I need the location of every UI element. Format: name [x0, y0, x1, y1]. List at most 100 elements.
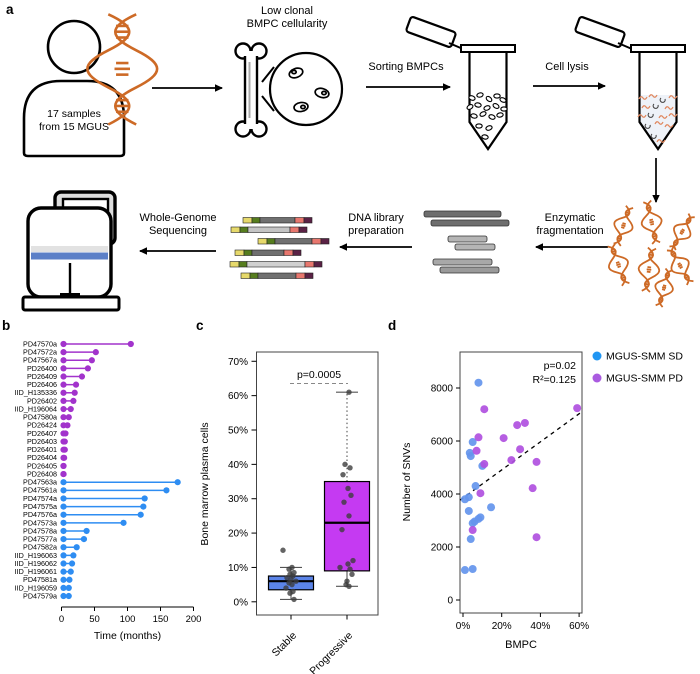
- lollipop-dot-start: [60, 568, 67, 575]
- data-point: [507, 456, 516, 465]
- dna-helix-small-icon: [636, 198, 667, 246]
- sample-label: PD26407: [27, 429, 57, 438]
- lollipop-dot-start: [60, 560, 67, 567]
- library-fragment-segment: [303, 217, 313, 224]
- lysis-label-text: Cell lysis: [545, 61, 589, 73]
- data-point: [528, 484, 537, 493]
- dna-fragment: [430, 219, 510, 227]
- data-point: [339, 526, 345, 533]
- library-fragment-segment: [283, 249, 294, 256]
- sample-label: PD26405: [27, 461, 57, 470]
- cell-icon: [483, 105, 491, 111]
- data-point: [346, 513, 352, 519]
- lollipop-dot-end: [70, 397, 77, 405]
- plot-border: [256, 351, 379, 616]
- data-point: [480, 405, 489, 414]
- sample-label: PD47561a: [23, 486, 57, 495]
- lollipop-dot-end: [174, 479, 181, 486]
- lollipop-dot-end: [70, 552, 77, 559]
- dna-fragment: [423, 210, 502, 218]
- bmpc-magnified-cells-icon: [261, 51, 344, 127]
- tube-sorted-cells-icon: [405, 16, 516, 151]
- lollipop-dot-end: [72, 381, 80, 388]
- sample-label: IID_H135336: [15, 388, 57, 397]
- person-label: 17 samples from 15 MGUS: [24, 108, 124, 134]
- sample-label: PD47577a: [23, 535, 57, 544]
- data-point: [573, 404, 582, 413]
- x-tick-label: 200: [186, 614, 202, 625]
- data-point: [346, 583, 352, 590]
- data-point: [283, 585, 289, 591]
- data-point: [466, 535, 475, 544]
- lollipop-dot-start: [60, 519, 67, 526]
- lollipop-dot-end: [78, 373, 86, 380]
- stat-pvalue: p=0.02: [544, 360, 577, 372]
- x-axis-title: BMPC: [505, 639, 537, 651]
- y-tick-label: 10%: [228, 563, 248, 574]
- workflow-arrows-row1: [152, 82, 660, 203]
- sample-label: PD47572a: [23, 348, 57, 357]
- y-tick-label: 6000: [431, 437, 454, 448]
- lysate-icon: [656, 139, 666, 143]
- library-fragment-segment: [243, 249, 253, 256]
- panel-b-lollipop-chart: PD47570aPD47572aPD47567aPD26400PD26409PD…: [15, 339, 202, 642]
- sample-label: PD26401: [27, 445, 57, 454]
- library-fragment-segment: [313, 261, 323, 268]
- library-fragment-segment: [295, 272, 306, 279]
- library-fragment-segment: [234, 249, 245, 256]
- legend-label: MGUS-SMM SD: [606, 351, 683, 363]
- data-point: [476, 513, 485, 522]
- x-tick-label: 20%: [492, 621, 512, 632]
- lysate-icon: [668, 95, 678, 99]
- cell-icon: [474, 102, 482, 108]
- library-fragment-segment: [230, 226, 241, 233]
- sample-label: PD47576a: [23, 510, 57, 519]
- lollipop-dot-end: [163, 487, 170, 494]
- person-label-line1: 17 samples: [47, 108, 101, 120]
- sample-label: PD47574a: [23, 494, 57, 503]
- lollipop-dot-end: [67, 405, 74, 413]
- data-point: [287, 590, 293, 596]
- data-point: [286, 566, 292, 572]
- y-tick-label: 20%: [228, 529, 248, 540]
- library-fragment-segment: [251, 217, 261, 224]
- data-point: [468, 438, 477, 447]
- cell-icon: [496, 112, 504, 118]
- fragmentation-label-line1: Enzymatic: [544, 212, 596, 224]
- library-fragment-segment: [257, 272, 297, 279]
- lysate-icon: [668, 113, 678, 117]
- data-point: [532, 533, 541, 542]
- data-point: [345, 485, 351, 492]
- lollipop-dot-end: [62, 430, 69, 437]
- lollipop-dot-start: [60, 340, 67, 348]
- data-point: [350, 557, 356, 564]
- sequencing-label: Whole-Genome Sequencing: [126, 212, 230, 238]
- library-fragment-segment: [247, 226, 291, 233]
- cell-icon: [500, 106, 508, 112]
- data-point: [341, 499, 347, 505]
- y-tick-label: 40%: [228, 460, 248, 471]
- sample-label: PD47581a: [23, 575, 57, 584]
- lollipop-dot-start: [60, 381, 67, 388]
- lysate-icon: [659, 97, 666, 103]
- y-tick-label: 60%: [228, 391, 248, 402]
- dna-fragment: [439, 266, 500, 274]
- data-point: [346, 389, 352, 395]
- lollipop-dot-end: [73, 544, 80, 551]
- data-point: [337, 564, 343, 571]
- x-tick-label: 150: [153, 614, 169, 625]
- panel-a-workflow: [21, 0, 700, 312]
- sample-label: PD26424: [27, 421, 57, 430]
- lollipop-dot-start: [60, 495, 67, 502]
- lysate-icon: [648, 94, 658, 98]
- lollipop-dot-end: [65, 584, 72, 591]
- y-tick-label: 30%: [228, 494, 248, 505]
- cell-icon: [466, 104, 474, 110]
- library-label: DNA library preparation: [324, 212, 428, 238]
- data-point: [499, 434, 508, 443]
- library-fragment-segment: [240, 272, 251, 279]
- tube-lysed-cells-icon: [574, 16, 686, 151]
- lollipop-dot-start: [60, 584, 67, 591]
- lollipop-dot-start: [60, 536, 67, 543]
- sample-label: PD47580a: [23, 413, 57, 422]
